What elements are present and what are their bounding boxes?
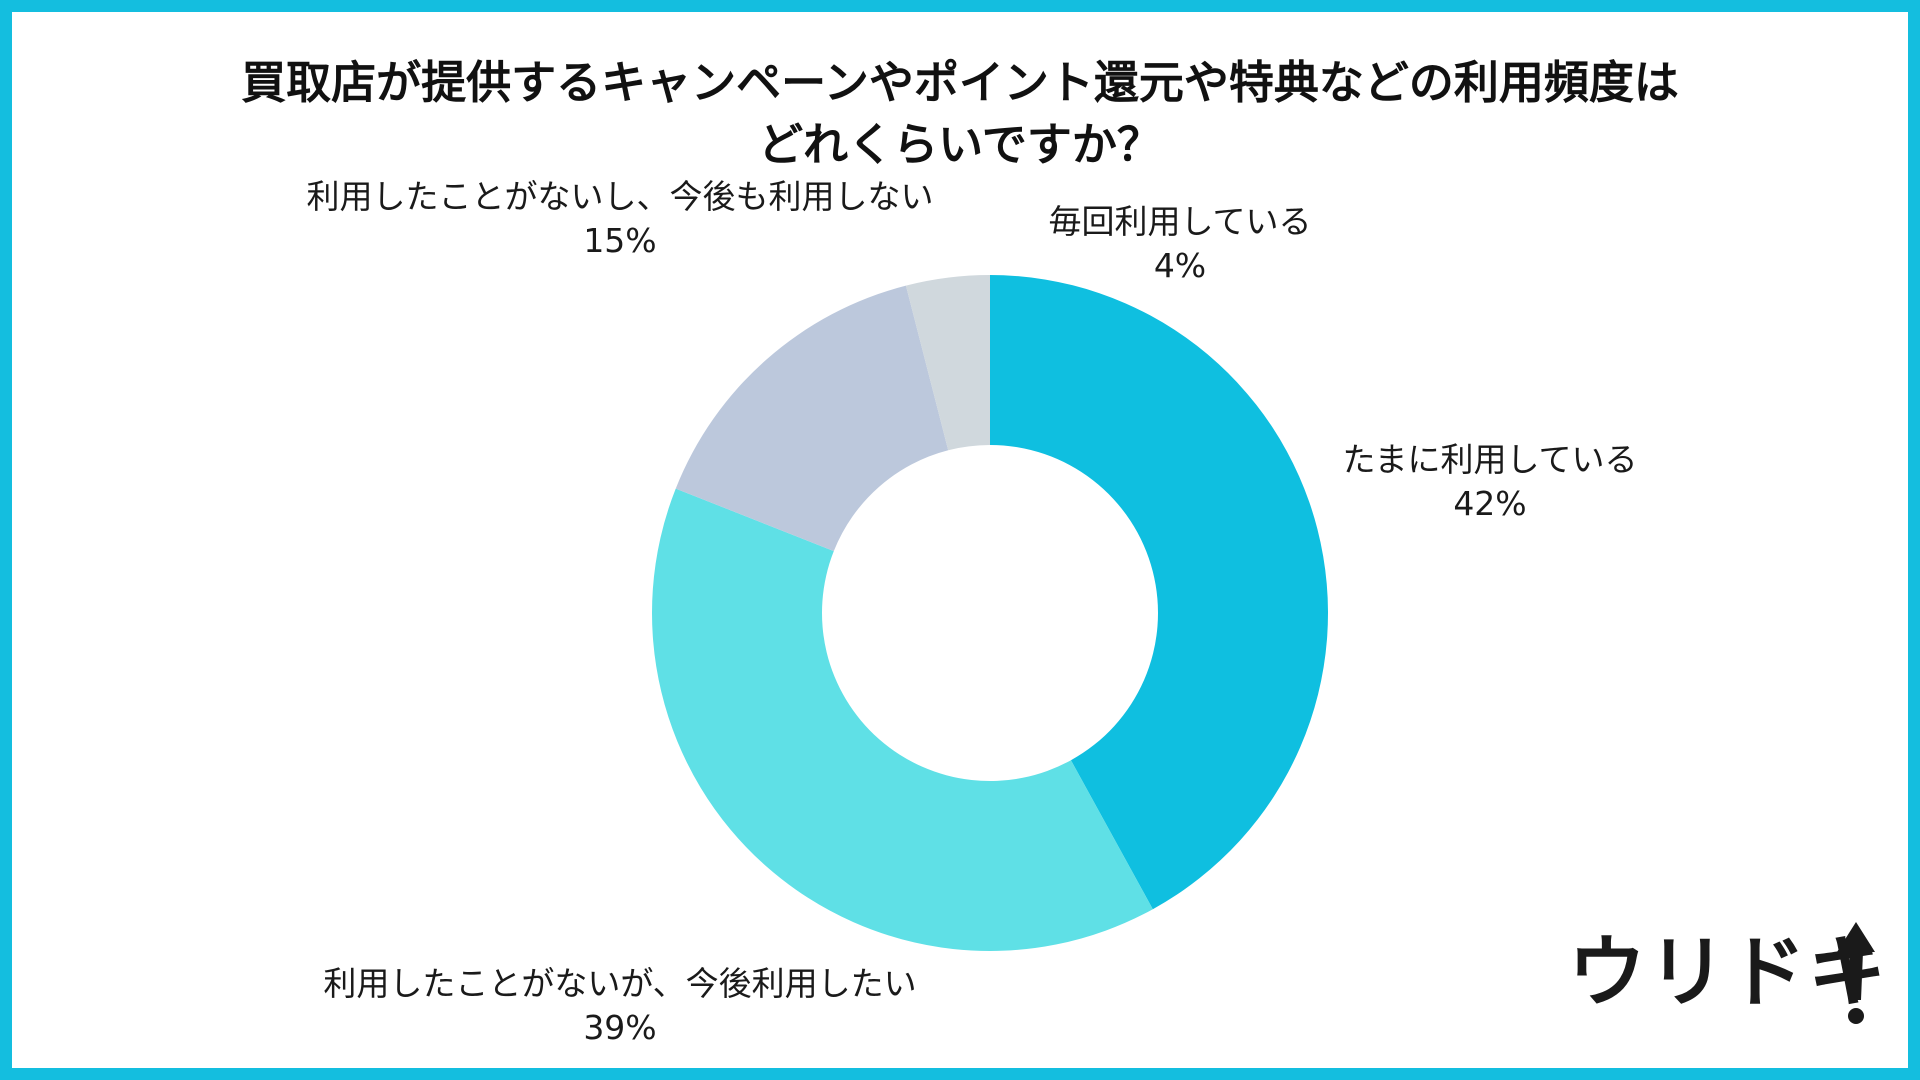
slice-label-never-name: 利用したことがないし、今後も利用しない [306, 177, 934, 216]
slice-want [652, 488, 1153, 951]
brand-logo: ウリドキ [1568, 920, 1888, 1030]
slice-always [905, 275, 990, 451]
slice-label-always-value: 4% [1153, 246, 1207, 285]
slice-label-want: 利用したことがないが、今後利用したい 39% [260, 962, 980, 1050]
logo-text: ウリドキ [1568, 928, 1889, 1018]
slice-label-always: 毎回利用している 4% [1000, 200, 1360, 288]
slice-label-want-value: 39% [583, 1008, 657, 1047]
slice-sometimes [990, 275, 1328, 910]
title-line-2: どれくらいですか？ [758, 118, 1162, 171]
chart-title: 買取店が提供するキャンペーンやポイント還元や特典などの利用頻度は どれくらいです… [0, 52, 1920, 176]
up-arrow-exclamation-icon [1837, 922, 1875, 1024]
slice-label-sometimes: たまに利用している 42% [1290, 438, 1690, 526]
slice-label-sometimes-value: 42% [1453, 484, 1527, 523]
slice-label-want-name: 利用したことがないが、今後利用したい [323, 964, 917, 1003]
slice-label-never-value: 15% [583, 221, 657, 260]
slice-label-never: 利用したことがないし、今後も利用しない 15% [250, 175, 990, 263]
title-line-1: 買取店が提供するキャンペーンやポイント還元や特典などの利用頻度は [241, 56, 1679, 109]
slice-label-sometimes-name: たまに利用している [1342, 440, 1638, 479]
slice-label-always-name: 毎回利用している [1048, 202, 1312, 241]
slice-never [675, 285, 949, 552]
